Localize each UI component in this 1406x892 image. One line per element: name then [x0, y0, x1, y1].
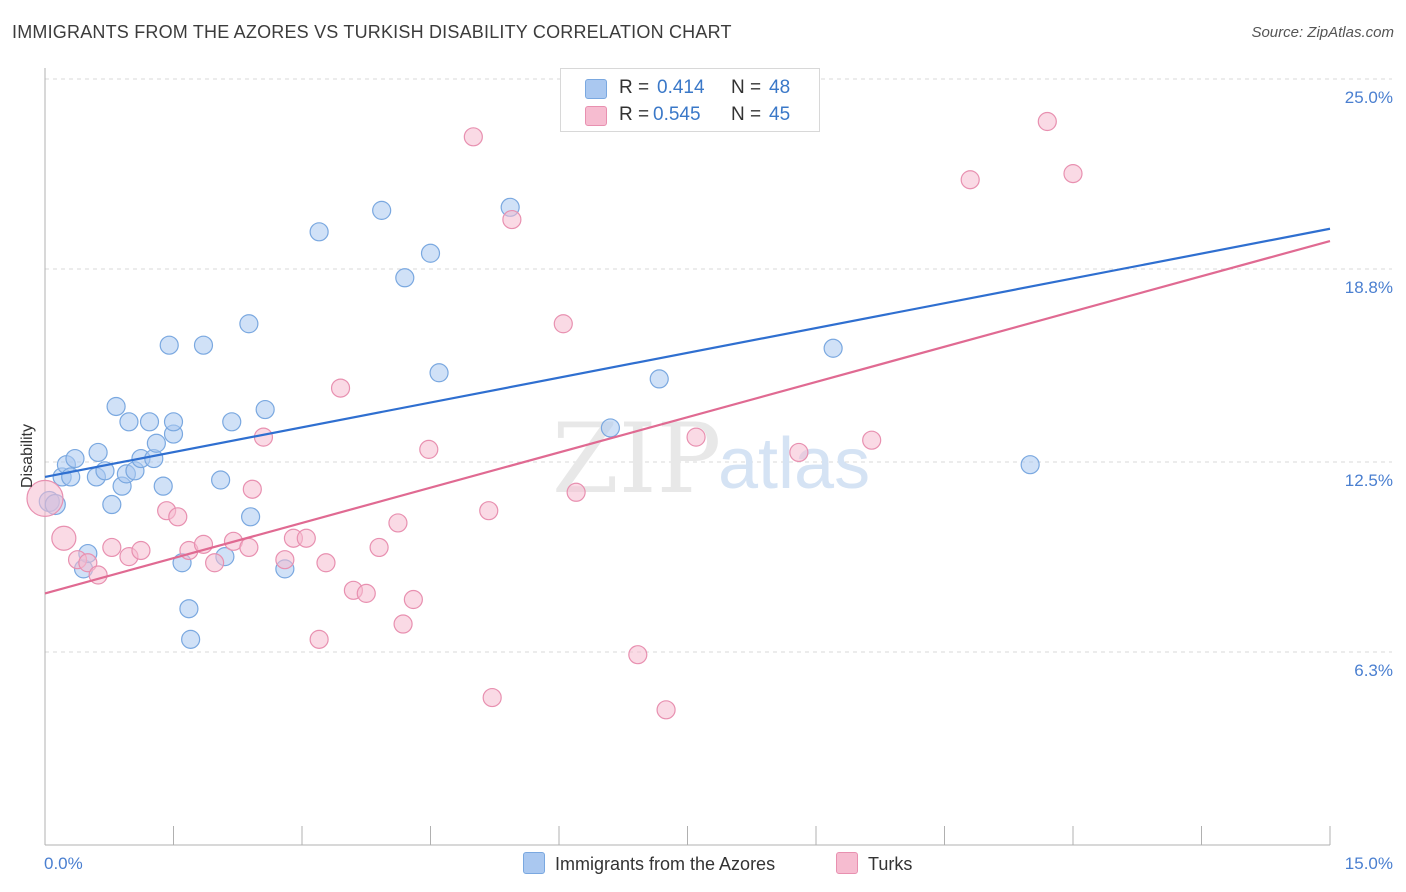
- data-point-azores: [823, 338, 843, 358]
- data-point-turks: [463, 127, 483, 147]
- y-axis-label: Disability: [19, 423, 36, 489]
- data-point-azores: [102, 494, 122, 515]
- trend-line-azores: [44, 227, 1331, 479]
- data-point-turks: [393, 614, 413, 634]
- data-point-turks: [131, 540, 151, 561]
- chart-title: IMMIGRANTS FROM THE AZORES VS TURKISH DI…: [12, 22, 732, 42]
- bottom-legend-label-azores: Immigrants from the Azores: [555, 854, 776, 874]
- data-point-azores: [1020, 455, 1040, 475]
- legend-r-label: R =: [619, 104, 650, 125]
- data-point-turks: [316, 553, 336, 573]
- data-point-turks: [239, 537, 259, 558]
- data-point-azores: [395, 268, 415, 288]
- data-point-turks: [789, 442, 809, 463]
- data-point-azores: [153, 476, 173, 496]
- data-point-azores: [600, 418, 621, 438]
- data-point-azores: [222, 412, 242, 432]
- data-point-azores: [106, 396, 126, 417]
- data-point-turks: [553, 314, 573, 334]
- source-label: Source: ZipAtlas.com: [1251, 24, 1394, 41]
- legend-swatch-turks: [585, 106, 607, 126]
- correlation-legend: R = 0.414 N = 48 R = 0.545 N = 45: [560, 68, 820, 132]
- data-point-turks: [482, 687, 502, 708]
- legend-r-value: 0.545: [653, 104, 701, 125]
- data-point-turks: [309, 629, 329, 649]
- data-point-turks: [78, 553, 98, 573]
- data-point-turks: [253, 427, 274, 447]
- legend-n-label: N =: [731, 77, 762, 98]
- y-tick-label: 12.5%: [1345, 471, 1393, 490]
- data-point-azores: [211, 470, 231, 490]
- data-point-turks: [102, 537, 122, 558]
- legend-n-value: 48: [769, 77, 791, 98]
- data-point-turks: [242, 479, 262, 499]
- data-point-turks: [388, 513, 408, 533]
- legend-swatch-azores: [585, 79, 607, 99]
- bottom-legend-swatch-turks: [836, 852, 858, 874]
- x-tick-label: 0.0%: [44, 854, 83, 873]
- legend-n-value: 45: [769, 104, 791, 125]
- legend-r-label: R =: [619, 77, 650, 98]
- data-point-turks: [168, 507, 188, 527]
- data-point-turks: [960, 170, 980, 190]
- data-point-azores: [649, 369, 669, 389]
- data-point-azores: [146, 433, 166, 453]
- y-tick-label: 18.8%: [1345, 278, 1393, 297]
- data-point-turks: [275, 550, 295, 570]
- data-point-turks: [419, 439, 439, 459]
- bottom-legend-turks: Turks: [836, 852, 912, 875]
- data-point-turks: [330, 378, 351, 398]
- data-point-azores: [163, 412, 184, 432]
- data-point-azores: [179, 599, 199, 619]
- watermark-atlas: atlas: [718, 424, 870, 504]
- bottom-legend-swatch-azores: [523, 852, 545, 874]
- legend-r-value: 0.414: [657, 77, 705, 98]
- data-point-azores: [255, 399, 275, 420]
- data-point-azores: [159, 335, 179, 355]
- y-tick-label: 25.0%: [1345, 88, 1393, 107]
- data-point-turks: [628, 645, 648, 665]
- legend-n-label: N =: [731, 104, 762, 125]
- data-point-azores: [241, 507, 261, 527]
- data-point-azores: [88, 442, 108, 463]
- data-point-azores: [420, 243, 441, 263]
- data-point-turks: [656, 700, 676, 720]
- data-point-turks: [403, 589, 423, 610]
- data-point-turks: [502, 209, 522, 230]
- bottom-legend-label-turks: Turks: [868, 854, 913, 874]
- y-tick-label: 6.3%: [1354, 661, 1393, 680]
- bottom-legend-azores: Immigrants from the Azores: [523, 852, 775, 875]
- data-point-azores: [309, 222, 329, 242]
- data-point-turks: [566, 482, 586, 502]
- data-point-turks: [26, 479, 64, 518]
- data-point-azores: [239, 314, 259, 334]
- data-point-turks: [686, 427, 706, 447]
- data-point-azores: [139, 412, 160, 432]
- data-point-azores: [65, 448, 85, 469]
- data-point-turks: [205, 553, 225, 573]
- data-point-turks: [1063, 164, 1083, 184]
- data-point-azores: [429, 363, 449, 383]
- data-point-turks: [51, 525, 77, 551]
- data-point-turks: [862, 430, 882, 450]
- data-point-turks: [296, 528, 316, 548]
- x-tick-label: 15.0%: [1345, 854, 1393, 873]
- data-point-turks: [479, 501, 499, 521]
- data-point-turks: [1037, 111, 1057, 132]
- data-point-azores: [181, 629, 201, 649]
- data-point-azores: [193, 335, 214, 355]
- data-point-turks: [356, 583, 376, 603]
- trend-line-turks: [44, 239, 1331, 595]
- data-point-turks: [369, 537, 389, 558]
- data-point-azores: [372, 200, 392, 220]
- data-point-azores: [119, 412, 139, 432]
